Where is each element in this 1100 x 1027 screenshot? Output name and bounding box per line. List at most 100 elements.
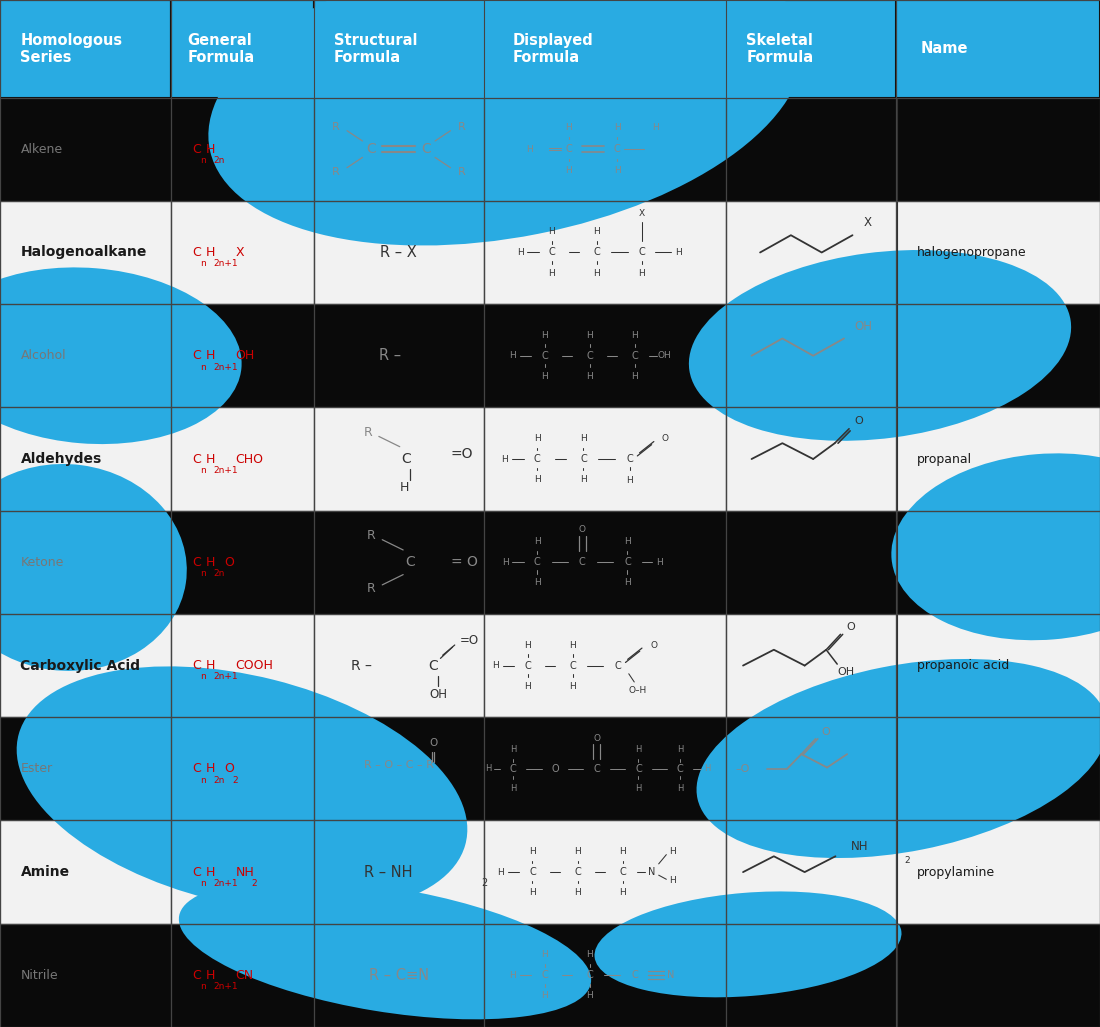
Text: 2n+1: 2n+1 [213,363,238,372]
Text: Ester: Ester [21,762,53,775]
Text: H: H [509,351,516,360]
Bar [0,614,170,717]
Bar [896,98,1100,201]
Bar [484,614,726,717]
Bar [170,98,314,201]
Text: O: O [579,525,586,534]
Bar [896,821,1100,923]
Bar [726,717,896,821]
Bar [484,717,726,821]
Bar [896,0,1100,98]
Text: N: N [648,867,656,877]
Bar [0,717,170,821]
Text: n: n [200,156,206,165]
Bar [896,201,1100,304]
Text: C: C [639,248,646,258]
Bar [314,304,484,408]
Bar [0,510,170,614]
Text: H: H [570,641,576,649]
Text: O: O [650,641,658,649]
Bar [314,923,484,1027]
Text: 2n: 2n [213,775,224,785]
Text: R: R [332,166,340,177]
Text: C: C [191,453,200,465]
Text: H: H [678,745,683,754]
Bar [896,717,1100,821]
Text: H: H [624,578,630,587]
Bar [484,821,726,923]
Bar [726,717,896,821]
Bar [726,201,896,304]
Text: R: R [367,529,375,542]
Bar [726,614,896,717]
Text: C: C [191,968,200,982]
Text: H: H [206,659,214,672]
Bar [484,923,726,1027]
Ellipse shape [0,267,242,444]
Text: C: C [549,248,556,258]
Text: H: H [485,764,491,773]
Text: C: C [529,867,536,877]
Bar [314,510,484,614]
Bar [896,821,1100,923]
Text: Nitrile: Nitrile [21,968,58,982]
Bar [896,408,1100,510]
Text: H: H [510,745,516,754]
Text: R – NH: R – NH [363,865,412,879]
Bar [0,717,170,821]
Bar [170,510,314,614]
Text: O: O [593,733,601,743]
Bar [170,923,314,1027]
Bar [314,408,484,510]
Bar [484,98,726,201]
Text: H: H [527,145,534,154]
Text: =O: =O [450,447,473,461]
Text: C: C [593,764,600,773]
Bar [896,408,1100,510]
Text: O: O [661,434,669,443]
Bar [726,614,896,717]
Bar [170,717,314,821]
Ellipse shape [179,880,591,1020]
Text: n: n [200,569,206,578]
Text: C: C [541,351,548,360]
Text: H: H [206,762,214,775]
Ellipse shape [0,464,187,671]
Bar [726,510,896,614]
Text: H: H [517,248,524,257]
Text: OH: OH [855,319,872,333]
Text: H: H [534,578,540,587]
Text: R: R [458,166,465,177]
Bar [170,923,314,1027]
Text: H: H [614,123,620,132]
Text: R –: R – [351,658,372,673]
Bar [726,408,896,510]
Text: H: H [674,248,681,257]
Text: n: n [200,673,206,681]
Text: 2n+1: 2n+1 [213,466,238,474]
Bar [484,201,726,304]
Text: Structural
Formula: Structural Formula [334,33,418,65]
Bar [314,717,484,821]
Text: n: n [200,363,206,372]
Bar [484,408,726,510]
Text: R: R [332,121,340,131]
Ellipse shape [689,250,1071,441]
Text: C: C [421,142,431,156]
Bar [484,304,726,408]
Bar [170,614,314,717]
Bar [170,201,314,304]
Bar [314,201,484,304]
Text: Skeletal
Formula: Skeletal Formula [747,33,814,65]
Bar [314,614,484,717]
Text: O: O [224,762,234,775]
Text: H: H [636,745,641,754]
Bar [170,201,314,304]
Bar [314,304,484,408]
Bar [726,408,896,510]
Text: n: n [200,259,206,268]
Text: C: C [525,660,531,671]
Text: C: C [509,764,516,773]
Text: 2: 2 [482,878,487,888]
Ellipse shape [208,0,804,245]
